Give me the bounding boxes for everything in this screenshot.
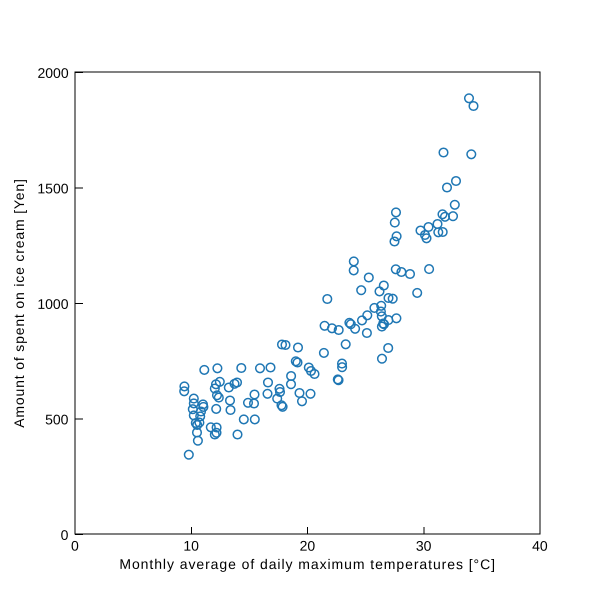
svg-text:0: 0 [61,527,69,543]
svg-text:1500: 1500 [37,180,68,196]
svg-text:30: 30 [416,538,432,554]
svg-text:1000: 1000 [37,296,68,312]
svg-text:500: 500 [45,411,69,427]
svg-text:Monthly average of daily maxim: Monthly average of daily maximum tempera… [119,556,496,572]
svg-text:20: 20 [300,538,316,554]
svg-text:2000: 2000 [37,65,68,81]
svg-text:10: 10 [183,538,199,554]
svg-text:Amount of spent on ice cream [: Amount of spent on ice cream [Yen] [11,178,27,428]
svg-text:0: 0 [71,538,79,554]
svg-text:40: 40 [532,538,548,554]
